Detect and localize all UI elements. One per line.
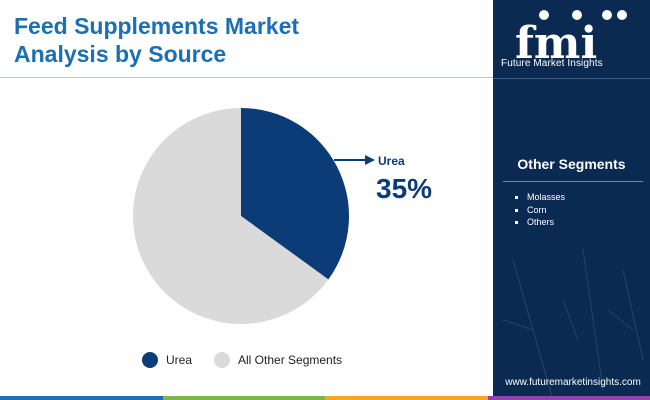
- title-line-1: Feed Supplements Market: [14, 13, 300, 39]
- bottom-bar-segment-3: [325, 396, 488, 400]
- legend-label-others: All Other Segments: [238, 353, 343, 367]
- title-line-2: Analysis by Source: [14, 41, 227, 67]
- legend-swatch-urea: [142, 352, 158, 368]
- bottom-color-bar: [0, 396, 650, 400]
- segments-list: Molasses Corn Others: [515, 191, 565, 229]
- fmi-logo: fmi: [515, 10, 627, 69]
- pie-slices: [133, 108, 349, 324]
- segment-item: Molasses: [515, 191, 565, 204]
- legend-item-others: All Other Segments: [214, 352, 342, 368]
- panel-divider: [493, 78, 650, 79]
- segment-item: Others: [515, 216, 565, 229]
- bottom-bar-segment-1: [0, 396, 163, 400]
- logo-letters: fmi: [515, 18, 597, 69]
- pie-chart: Urea 35%: [133, 108, 432, 324]
- panel-decoration: [502, 249, 644, 400]
- page-title: Feed Supplements Market Analysis by Sour…: [14, 12, 484, 68]
- title-divider: [0, 77, 493, 78]
- bottom-bar-segment-4: [487, 396, 650, 400]
- legend-swatch-others: [214, 352, 231, 368]
- segments-divider: [503, 181, 643, 182]
- legend-item-urea: Urea: [142, 352, 192, 368]
- bottom-bar-segment-2: [162, 396, 325, 400]
- side-panel: fmi Future Market Insights Other Segment…: [493, 0, 650, 400]
- pie-slice-urea: [241, 108, 349, 280]
- segment-item: Corn: [515, 204, 565, 217]
- callout-value: 35%: [376, 173, 432, 204]
- chart-legend: Urea All Other Segments: [142, 350, 342, 370]
- legend-label-urea: Urea: [166, 353, 193, 367]
- callout-label: Urea: [378, 154, 405, 168]
- pie-slice-all-other-segments: [133, 108, 329, 324]
- segments-title: Other Segments: [517, 156, 626, 172]
- logo-text: Future Market Insights: [501, 58, 603, 69]
- callout-arrow-head: [365, 155, 375, 165]
- urea-callout: Urea 35%: [334, 154, 432, 204]
- website-link[interactable]: www.futuremarketinsights.com: [505, 377, 641, 388]
- logo-icons: [539, 10, 627, 20]
